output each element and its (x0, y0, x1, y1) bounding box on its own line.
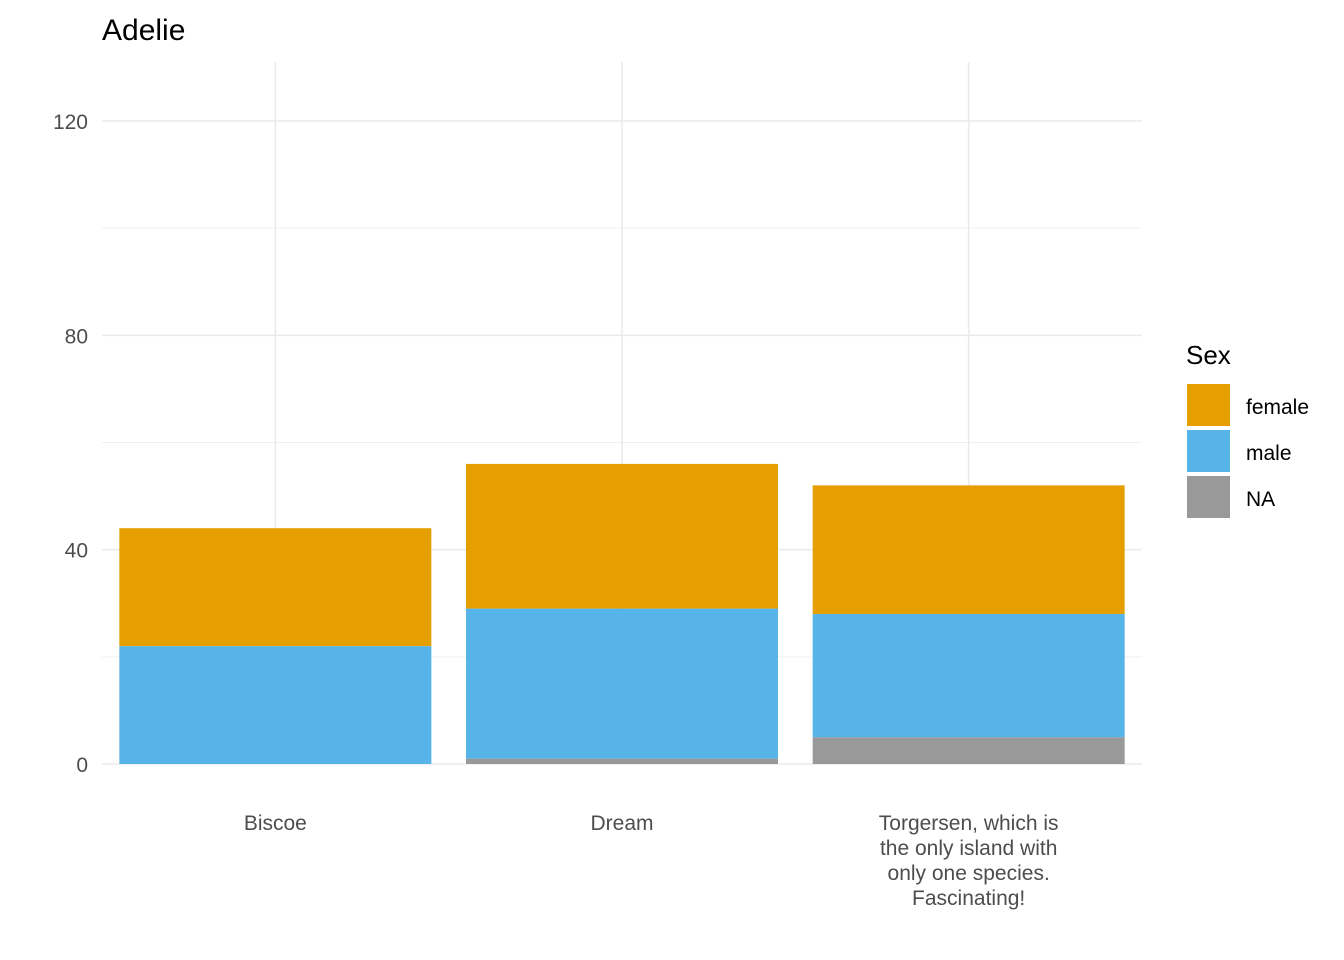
x-tick-label: Dream (590, 812, 653, 835)
legend-label-male: male (1246, 442, 1292, 465)
legend-label-na: NA (1246, 488, 1275, 511)
y-tick-label: 120 (53, 111, 88, 134)
legend-key-male (1187, 430, 1230, 472)
bar-na-2 (466, 758, 778, 764)
x-tick-label: Biscoe (244, 812, 307, 835)
bars (119, 463, 1125, 764)
bar-female-2 (466, 463, 778, 609)
bar-female-1 (119, 528, 432, 647)
x-tick-label: Torgersen, which is the only island with o… (879, 812, 1059, 910)
y-tick-label: 40 (65, 540, 88, 563)
legend: Sex female male NA (1186, 340, 1309, 518)
bar-male-1 (119, 646, 432, 764)
y-tick-label: 0 (76, 754, 88, 777)
legend-title: Sex (1186, 340, 1231, 370)
bar-na-3 (812, 737, 1125, 764)
legend-label-female: female (1246, 396, 1309, 419)
legend-key-na (1187, 476, 1230, 518)
legend-key-female (1187, 384, 1230, 426)
bar-male-3 (812, 613, 1125, 738)
bar-male-2 (466, 608, 778, 759)
chart-title: Adelie (102, 14, 185, 47)
y-tick-label: 80 (65, 325, 88, 348)
bar-female-3 (812, 485, 1125, 614)
x-axis-ticks: Biscoe Dream Torgersen, which is the only i… (244, 812, 1059, 910)
y-axis-ticks: 0 40 80 120 (53, 111, 88, 777)
